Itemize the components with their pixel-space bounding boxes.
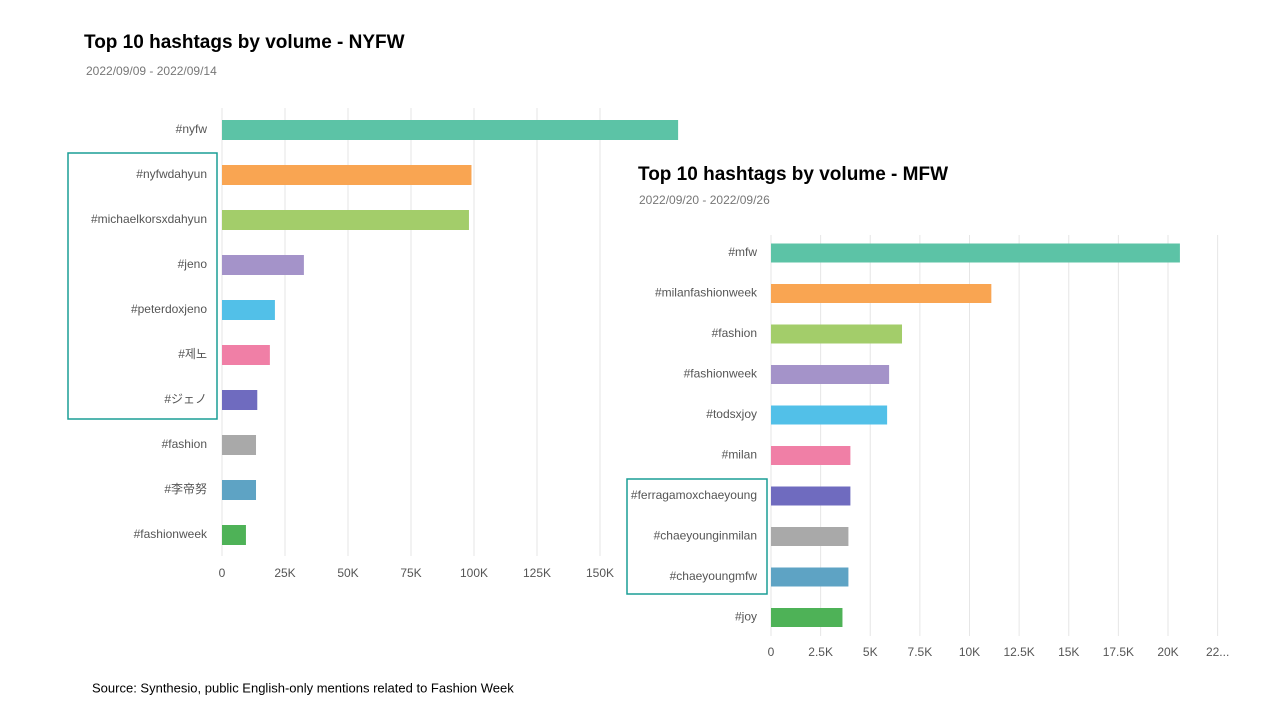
x-tick-label: 50K: [337, 566, 358, 580]
chart-subtitle: 2022/09/09 - 2022/09/14: [86, 64, 217, 78]
bar: [222, 345, 270, 365]
bar: [222, 165, 472, 185]
x-tick-label: 22...: [1206, 645, 1229, 659]
bar: [771, 527, 849, 546]
x-tick-label: 17.5K: [1103, 645, 1134, 659]
bar: [222, 435, 257, 455]
bar: [771, 567, 849, 587]
y-tick-label: #chaeyoungmfw: [670, 569, 758, 583]
bar: [222, 255, 304, 275]
bar: [222, 210, 469, 230]
bar: [771, 365, 890, 384]
x-tick-label: 75K: [400, 566, 421, 580]
y-tick-label: #ferragamoxchaeyoung: [631, 488, 757, 502]
bar: [222, 480, 257, 500]
chart-title: Top 10 hashtags by volume - NYFW: [84, 32, 405, 53]
x-tick-label: 7.5K: [908, 645, 933, 659]
bar: [771, 608, 843, 627]
y-tick-label: #milanfashionweek: [655, 286, 758, 300]
bar: [222, 525, 246, 545]
y-tick-label: #fashion: [162, 437, 207, 451]
y-tick-label: #michaelkorsxdahyun: [91, 212, 207, 226]
highlight-box: [626, 478, 768, 595]
x-tick-label: 0: [219, 566, 226, 580]
x-tick-label: 12.5K: [1003, 645, 1034, 659]
chart-mfw: Top 10 hashtags by volume - MFW 2022/09/…: [624, 150, 1234, 670]
y-tick-label: #nyfw: [176, 122, 208, 136]
bar: [771, 405, 888, 425]
x-tick-label: 150K: [586, 566, 614, 580]
bar: [771, 486, 851, 506]
chart-subtitle: 2022/09/20 - 2022/09/26: [639, 193, 770, 207]
x-tick-label: 20K: [1157, 645, 1178, 659]
y-tick-label: #milan: [722, 448, 757, 462]
y-tick-label: #fashionweek: [134, 527, 208, 541]
y-tick-label: #peterdoxjeno: [131, 302, 207, 316]
x-tick-label: 125K: [523, 566, 551, 580]
y-tick-label: #제노: [178, 347, 207, 361]
bar: [771, 324, 903, 344]
x-tick-label: 0: [768, 645, 775, 659]
source-note: Source: Synthesio, public English-only m…: [92, 680, 514, 695]
y-tick-label: #nyfwdahyun: [136, 167, 207, 181]
y-tick-label: #ジェノ: [164, 392, 207, 406]
bar: [771, 446, 851, 465]
highlight-box: [67, 152, 218, 420]
y-tick-label: #fashionweek: [684, 367, 758, 381]
x-tick-label: 2.5K: [808, 645, 833, 659]
y-tick-label: #fashion: [712, 326, 757, 340]
bar: [771, 284, 992, 303]
x-tick-label: 5K: [863, 645, 878, 659]
bar: [771, 243, 1180, 263]
y-tick-label: #todsxjoy: [706, 407, 757, 421]
x-tick-label: 15K: [1058, 645, 1079, 659]
y-tick-label: #chaeyounginmilan: [654, 529, 757, 543]
bar: [222, 120, 679, 140]
x-tick-label: 25K: [274, 566, 295, 580]
y-tick-label: #jeno: [178, 257, 208, 271]
y-tick-label: #李帝努: [164, 481, 207, 496]
bar: [222, 300, 275, 320]
panel-background: [624, 150, 1234, 670]
y-tick-label: #mfw: [728, 245, 757, 259]
x-tick-label: 10K: [959, 645, 980, 659]
chart-title: Top 10 hashtags by volume - MFW: [638, 164, 948, 185]
y-tick-label: #joy: [735, 610, 757, 624]
x-tick-label: 100K: [460, 566, 488, 580]
chart-nyfw: Top 10 hashtags by volume - NYFW 2022/09…: [67, 32, 679, 580]
bar: [222, 390, 258, 410]
